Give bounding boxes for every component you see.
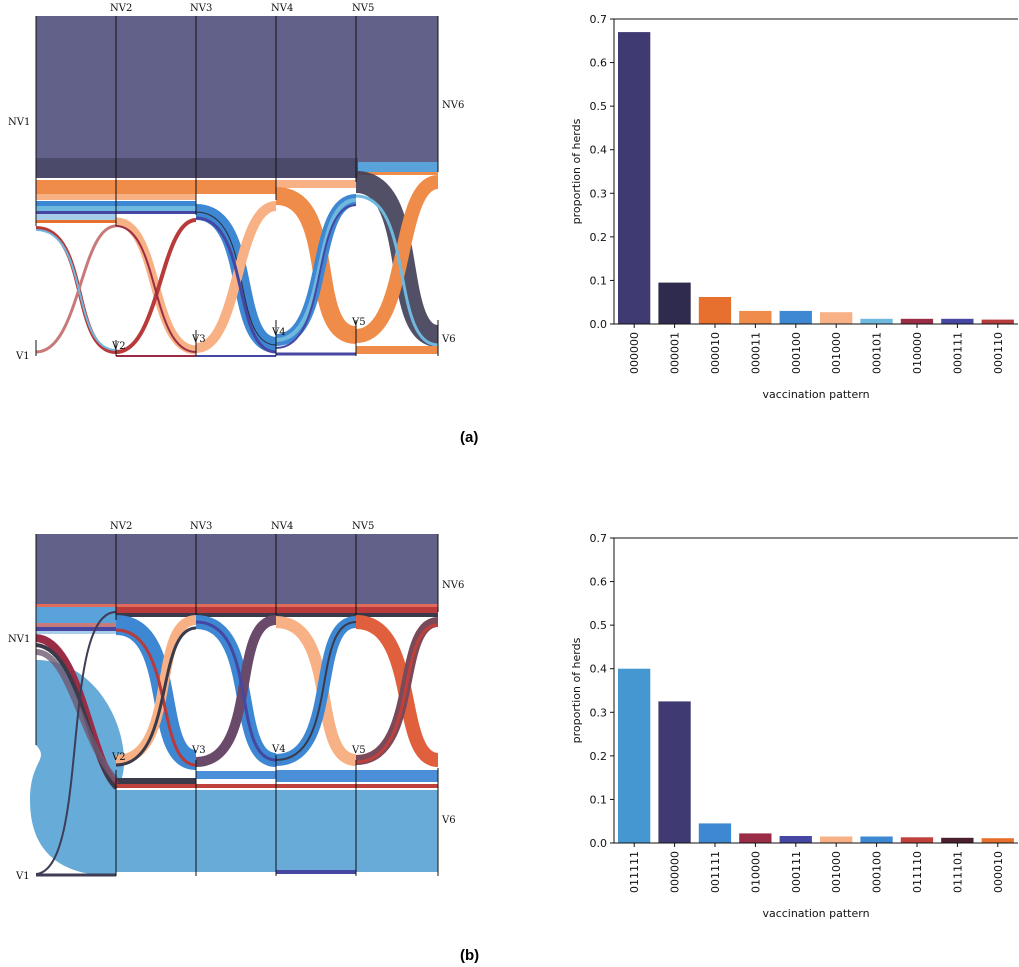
bar-chart-a: 0.0 0.1 0.2 0.3 0.4 0.5 0.6 0.7 000000 000001 0000… — [570, 13, 1018, 401]
y-tick-label: 0.2 — [590, 750, 608, 763]
sankey-a-nv-block — [36, 16, 438, 158]
y-tick-label: 0.7 — [590, 13, 608, 26]
bar-000010 — [698, 297, 732, 324]
sankey-b-bottom-node-3: V3 — [191, 745, 206, 756]
bar-000111 — [779, 836, 812, 843]
y-axis-label: proportion of herds — [570, 118, 583, 224]
x-tick-label: 000011 — [749, 332, 762, 374]
x-tick-label: 000101 — [871, 332, 884, 374]
bar-000110 — [981, 319, 1014, 324]
x-tick-label: 000000 — [628, 332, 641, 374]
y-tick-label: 0.1 — [590, 274, 608, 287]
y-tick-label: 0.6 — [590, 576, 608, 589]
bar-chart-b: 0.0 0.1 0.2 0.3 0.4 0.5 0.6 0.7 011111 000000 0011… — [570, 532, 1018, 920]
y-tick-label: 0.4 — [590, 144, 608, 157]
bar-011111 — [618, 668, 651, 843]
sankey-a-labels: NV1 NV2 NV3 NV4 NV5 NV6 V1 V2 V3 V4 V5 V… — [8, 3, 464, 362]
y-tick-label: 0.0 — [590, 318, 608, 331]
x-tick-label: 010000 — [749, 851, 762, 893]
x-tick-label: 000010 — [992, 851, 1005, 893]
sankey-b-top-node-2: NV2 — [110, 521, 132, 532]
sankey-a-bottom-node-3: V3 — [191, 334, 206, 345]
x-tick-label: 000100 — [790, 332, 803, 374]
bar-011101 — [941, 837, 974, 843]
sankey-a-top-node-2: NV2 — [110, 3, 132, 14]
panel-caption-b: (b) — [460, 947, 479, 964]
x-axis-label: vaccination pattern — [762, 388, 869, 401]
sankey-a-top-node-6: NV6 — [442, 100, 464, 111]
x-tick-label: 000111 — [951, 332, 964, 374]
x-tick-label: 001111 — [709, 851, 722, 893]
sankey-b-top-node-4: NV4 — [271, 521, 293, 532]
y-tick-label: 0.3 — [590, 187, 608, 200]
bar-000001 — [658, 282, 691, 324]
sankey-b-top-node-3: NV3 — [190, 521, 212, 532]
x-tick-label: 000110 — [992, 332, 1005, 374]
sankey-b-top-node-1: NV1 — [8, 634, 30, 645]
bar-000101 — [860, 318, 893, 324]
bar-000000 — [618, 32, 651, 324]
y-tick-label: 0.5 — [590, 100, 608, 113]
bar-001000 — [820, 312, 853, 324]
sankey-b-top-node-5: NV5 — [352, 521, 374, 532]
y-tick-label: 0.2 — [590, 231, 608, 244]
bar-001000 — [820, 836, 853, 843]
x-tick-label: 011111 — [628, 851, 641, 893]
sankey-a-top-node-3: NV3 — [190, 3, 212, 14]
y-tick-label: 0.1 — [590, 793, 608, 806]
x-tick-label: 011101 — [951, 851, 964, 893]
sankey-b-bottom-node-1: V1 — [15, 871, 30, 882]
x-axis-label: vaccination pattern — [762, 907, 869, 920]
sankey-b-bottom-node-2: V2 — [111, 752, 126, 763]
y-tick-label: 0.7 — [590, 532, 608, 545]
sankey-b-labels: NV1 NV2 NV3 NV4 NV5 NV6 V1 V2 V3 V4 V5 V… — [8, 521, 464, 882]
bar-000010 — [981, 838, 1014, 843]
x-tick-label: 000100 — [871, 851, 884, 893]
sankey-a-bottom-node-2: V2 — [111, 341, 126, 352]
y-tick-label: 0.6 — [590, 57, 608, 70]
bar-000100 — [779, 310, 812, 324]
sankey-b-nv-block — [36, 534, 438, 604]
bar-001111 — [698, 823, 732, 843]
x-tick-label: 000000 — [669, 851, 682, 893]
y-tick-label: 0.5 — [590, 619, 608, 632]
sankey-a-bottom-node-6: V6 — [441, 334, 456, 345]
bar-010000 — [900, 318, 934, 324]
x-tick-label: 000111 — [790, 851, 803, 893]
y-axis-label: proportion of herds — [570, 637, 583, 743]
sankey-a-top-node-1: NV1 — [8, 117, 30, 128]
sankey-b-bottom-node-5: V5 — [351, 745, 366, 756]
x-tick-label: 011110 — [911, 851, 924, 893]
sankey-a-top-node-5: NV5 — [352, 3, 374, 14]
bar-011110 — [900, 837, 934, 843]
bar-000111 — [941, 318, 974, 324]
sankey-b-bottom-node-6: V6 — [441, 815, 456, 826]
sankey-b — [30, 534, 440, 877]
sankey-a-top-node-4: NV4 — [271, 3, 293, 14]
sankey-a-bottom-node-1: V1 — [15, 351, 30, 362]
x-tick-label: 001000 — [830, 332, 843, 374]
sankey-b-bottom-node-4: V4 — [271, 744, 286, 755]
sankey-a-bottom-node-5: V5 — [351, 317, 366, 328]
x-tick-label: 001000 — [830, 851, 843, 893]
y-tick-label: 0.4 — [590, 663, 608, 676]
bar-000000 — [658, 701, 691, 843]
x-tick-label: 000010 — [709, 332, 722, 374]
x-tick-label: 000001 — [669, 332, 682, 374]
x-tick-label: 010000 — [911, 332, 924, 374]
panel-caption-a: (a) — [460, 429, 478, 446]
y-tick-label: 0.0 — [590, 837, 608, 850]
bar-000100 — [860, 836, 893, 843]
sankey-a-bottom-node-4: V4 — [271, 327, 286, 338]
sankey-b-top-node-6: NV6 — [442, 580, 464, 591]
sankey-a — [35, 16, 441, 357]
y-tick-label: 0.3 — [590, 706, 608, 719]
bar-010000 — [739, 833, 772, 843]
bar-000011 — [739, 310, 772, 324]
